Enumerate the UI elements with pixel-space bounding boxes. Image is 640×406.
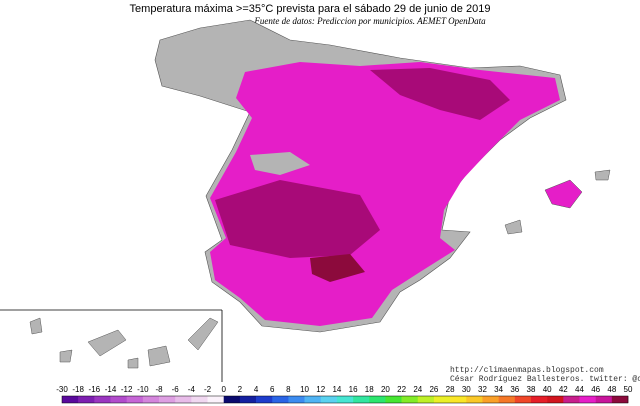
very-hot-area [215,180,380,258]
colorbar-tick-label: 22 [397,385,406,394]
colorbar-segment [256,396,273,403]
colorbar-segment [369,396,386,403]
colorbar-segment [320,396,338,403]
island [29,317,43,335]
island [87,329,127,357]
colorbar-segment [336,396,354,403]
colorbar-tick-label: 32 [478,385,487,394]
colorbar-segment [62,396,79,403]
colorbar-tick-label: 46 [591,385,600,394]
hot-area [210,62,560,326]
island [147,345,171,367]
colorbar-segment [126,396,144,403]
colorbar-tick-label: 40 [543,385,552,394]
colorbar-segment [547,396,564,403]
colorbar-segment [223,396,241,403]
canary-islands [0,309,223,382]
colorbar-tick-label: 48 [607,385,616,394]
peninsula [154,19,567,333]
colorbar-tick-label: -2 [204,385,212,394]
island [504,219,523,235]
colorbar-segment [482,396,499,403]
colorbar-segment [159,396,176,403]
colorbar-segment [353,396,370,403]
colorbar-tick-label: 44 [575,385,584,394]
colorbar-segment [466,396,483,403]
colorbar-segment [78,396,95,403]
colorbar-tick-label: 20 [381,385,390,394]
colorbar-segment [142,396,160,403]
colorbar-segment [611,396,629,403]
island [59,349,73,363]
colorbar-tick-label: 12 [316,385,325,394]
colorbar-tick-label: 14 [332,385,341,394]
colorbar-segment [191,396,208,403]
colorbar-tick-label: 8 [286,385,291,394]
colorbar-tick-label: -12 [121,385,133,394]
colorbar-tick-label: 38 [527,385,536,394]
colorbar-tick-label: 36 [510,385,519,394]
balearic-islands [504,169,611,235]
credit: César Rodríguez Ballesteros. twitter: @c… [450,375,640,384]
colorbar-segment [385,396,402,403]
colorbar-tick-label: 0 [221,385,226,394]
colorbar-tick-label: 6 [270,385,275,394]
colorbar-segment [563,396,580,403]
island [127,357,139,369]
colorbar-tick-label: 26 [429,385,438,394]
colorbar-tick-label: -14 [105,385,117,394]
colorbar-segment [433,396,451,403]
colorbar-tick-label: -10 [137,385,149,394]
colorbar-segment [579,396,596,403]
colorbar-tick-label: -18 [72,385,84,394]
colorbar-segment [175,396,192,403]
colorbar-segment [401,396,419,403]
colorbar-tick-label: -4 [188,385,196,394]
extreme-area [310,254,365,282]
colorbar-segment [94,396,111,403]
colorbar-segment [288,396,305,403]
colorbar-tick-label: 50 [624,385,633,394]
island [594,169,611,181]
colorbar-tick-label: 24 [413,385,422,394]
very-hot-area [370,68,510,120]
colorbar-tick-label: -30 [56,385,68,394]
colorbar-segment [595,396,613,403]
colorbar-segment [498,396,516,403]
colorbar-segment [272,396,289,403]
colorbar-tick-label: 18 [365,385,374,394]
colorbar-segment [417,396,435,403]
colorbar-tick-label: 16 [349,385,358,394]
colorbar-tick-label: 30 [462,385,471,394]
colorbar-tick-label: -16 [89,385,101,394]
colorbar-tick-label: -8 [155,385,163,394]
colorbar-tick-label: 34 [494,385,503,394]
colorbar-segment [514,396,532,403]
colorbar-segment [304,396,322,403]
island [187,317,219,351]
map-subtitle: Fuente de datos: Prediccion por municipi… [253,16,486,26]
colorbar-segment [450,396,467,403]
colorbar-tick-label: 10 [300,385,309,394]
map-title: Temperatura máxima >=35°C prevista para … [130,3,491,15]
colorbar-tick-label: 42 [559,385,568,394]
colorbar-frame [61,395,629,404]
colorbar-tick-label: 2 [238,385,243,394]
colorbar-segment [239,396,257,403]
island [544,179,583,209]
colorbar: -30 -18 -16 -14 -12 -10 -8 -6 -4 -2 0 2 4 6 8 10 12 14 16 1… [56,385,633,404]
cool-area [250,152,310,175]
colorbar-segment [207,396,225,403]
colorbar-tick-label: 28 [446,385,455,394]
colorbar-tick-label: 4 [254,385,259,394]
colorbar-segment [110,396,127,403]
credit: http://climaenmapas.blogspot.com [450,366,604,375]
colorbar-segment [530,396,548,403]
colorbar-tick-label: -6 [172,385,180,394]
